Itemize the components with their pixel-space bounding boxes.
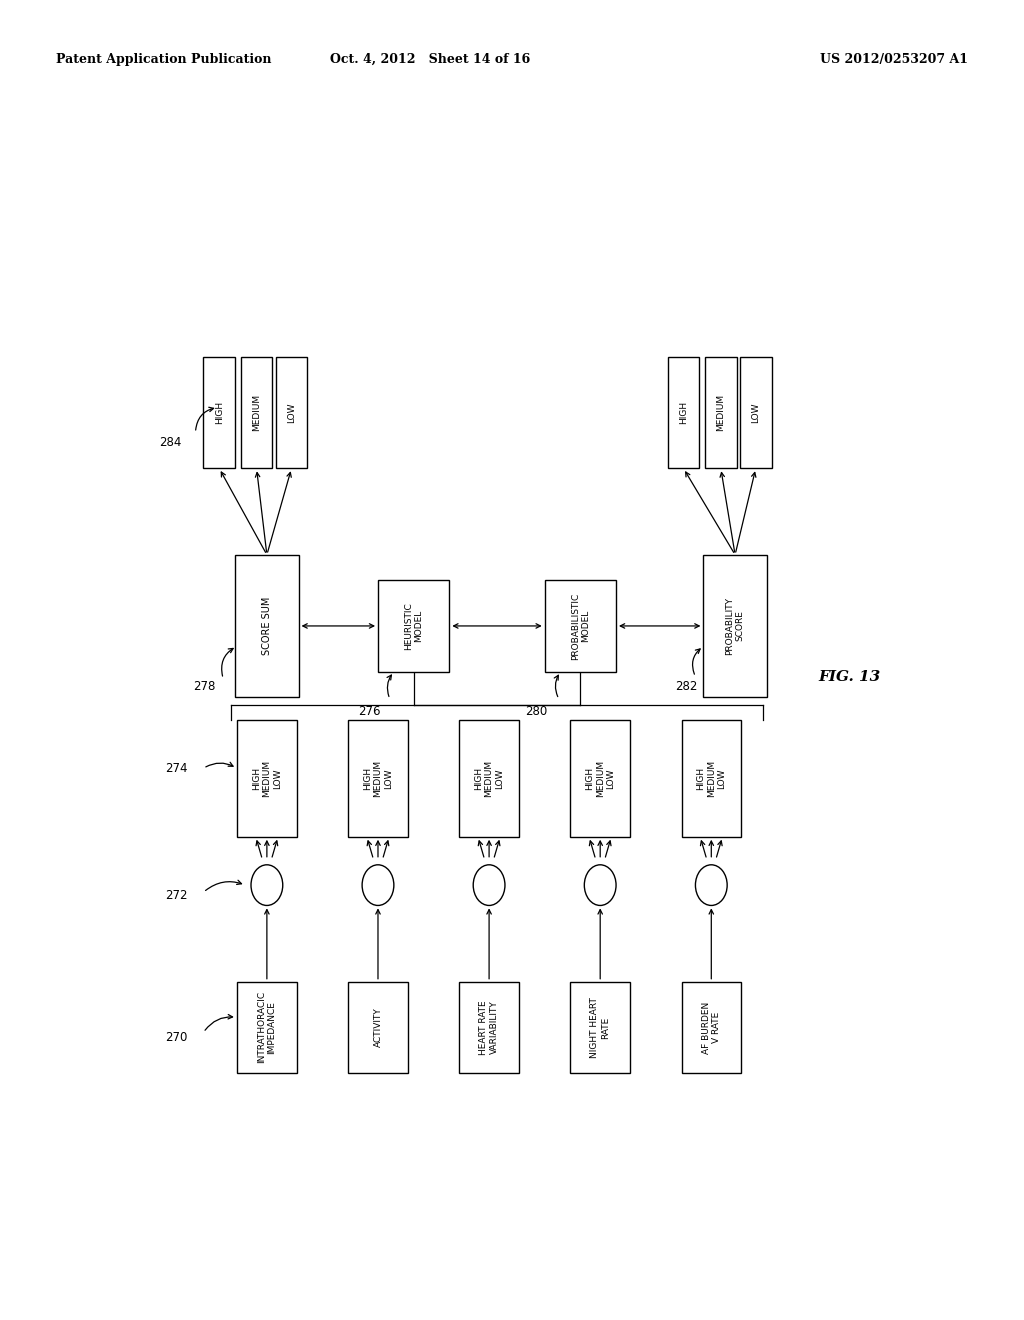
Text: ACTIVITY: ACTIVITY	[374, 1007, 383, 1047]
Text: 276: 276	[358, 705, 381, 718]
Circle shape	[585, 865, 616, 906]
FancyBboxPatch shape	[682, 719, 741, 837]
FancyBboxPatch shape	[348, 719, 408, 837]
Text: Patent Application Publication: Patent Application Publication	[56, 53, 271, 66]
Text: 274: 274	[165, 762, 187, 775]
Circle shape	[695, 865, 727, 906]
Text: HIGH
MEDIUM
LOW: HIGH MEDIUM LOW	[364, 760, 393, 797]
FancyBboxPatch shape	[238, 982, 297, 1073]
Circle shape	[251, 865, 283, 906]
Text: HEURISTIC
MODEL: HEURISTIC MODEL	[404, 602, 423, 649]
Text: PROBABILITY
SCORE: PROBABILITY SCORE	[725, 597, 744, 655]
Text: 272: 272	[165, 888, 187, 902]
FancyBboxPatch shape	[740, 356, 772, 469]
FancyBboxPatch shape	[545, 581, 616, 672]
Text: 280: 280	[524, 705, 547, 718]
Text: MEDIUM: MEDIUM	[717, 393, 725, 432]
FancyBboxPatch shape	[378, 581, 450, 672]
FancyBboxPatch shape	[668, 356, 699, 469]
Text: HEART RATE
VARIABILITY: HEART RATE VARIABILITY	[479, 1001, 499, 1055]
FancyBboxPatch shape	[460, 982, 519, 1073]
Text: 284: 284	[160, 437, 182, 450]
Text: SCORE SUM: SCORE SUM	[262, 597, 272, 655]
Text: MEDIUM: MEDIUM	[252, 393, 261, 432]
Text: INTRATHORACIC
IMPEDANCE: INTRATHORACIC IMPEDANCE	[257, 991, 276, 1064]
Text: HIGH: HIGH	[215, 401, 224, 424]
FancyBboxPatch shape	[570, 982, 630, 1073]
FancyBboxPatch shape	[705, 356, 736, 469]
Text: Oct. 4, 2012   Sheet 14 of 16: Oct. 4, 2012 Sheet 14 of 16	[330, 53, 530, 66]
Text: US 2012/0253207 A1: US 2012/0253207 A1	[819, 53, 968, 66]
FancyBboxPatch shape	[238, 719, 297, 837]
FancyBboxPatch shape	[204, 356, 236, 469]
Text: 270: 270	[165, 1031, 187, 1044]
Circle shape	[473, 865, 505, 906]
Text: PROBABILISTIC
MODEL: PROBABILISTIC MODEL	[570, 593, 590, 660]
Text: 282: 282	[676, 680, 698, 693]
FancyBboxPatch shape	[275, 356, 307, 469]
Text: HIGH: HIGH	[679, 401, 688, 424]
Text: HIGH
MEDIUM
LOW: HIGH MEDIUM LOW	[474, 760, 504, 797]
Text: NIGHT HEART
RATE: NIGHT HEART RATE	[591, 997, 610, 1057]
Text: HIGH
MEDIUM
LOW: HIGH MEDIUM LOW	[252, 760, 282, 797]
FancyBboxPatch shape	[682, 982, 741, 1073]
Text: HIGH
MEDIUM
LOW: HIGH MEDIUM LOW	[696, 760, 726, 797]
Text: AF BURDEN
V RATE: AF BURDEN V RATE	[701, 1002, 721, 1053]
Circle shape	[362, 865, 394, 906]
FancyBboxPatch shape	[460, 719, 519, 837]
Text: LOW: LOW	[752, 403, 760, 422]
FancyBboxPatch shape	[348, 982, 408, 1073]
FancyBboxPatch shape	[570, 719, 630, 837]
FancyBboxPatch shape	[236, 554, 299, 697]
FancyBboxPatch shape	[703, 554, 767, 697]
Text: HIGH
MEDIUM
LOW: HIGH MEDIUM LOW	[586, 760, 615, 797]
Text: LOW: LOW	[287, 403, 296, 422]
FancyBboxPatch shape	[241, 356, 272, 469]
Text: FIG. 13: FIG. 13	[818, 669, 881, 684]
Text: 278: 278	[194, 680, 215, 693]
